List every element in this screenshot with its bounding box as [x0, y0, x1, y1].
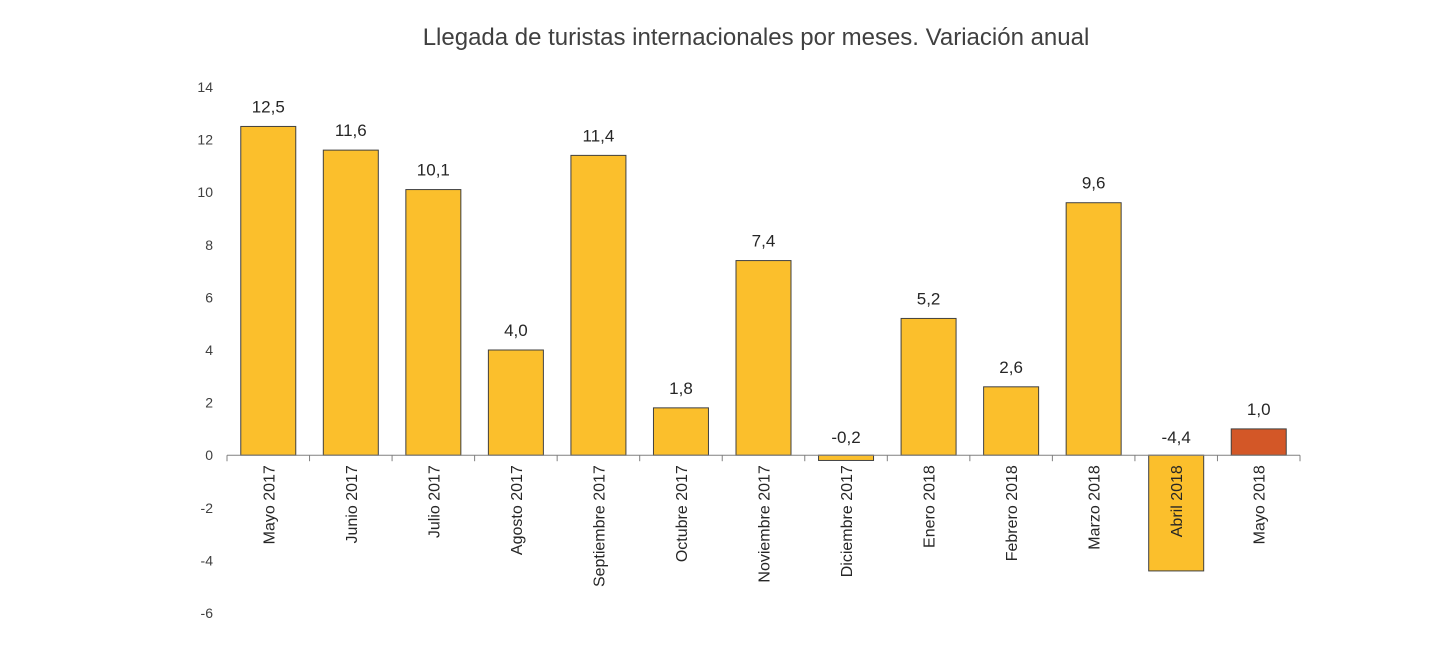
bar — [1230, 428, 1287, 456]
category-label: Diciembre 2017 — [839, 465, 856, 577]
category-label: Julio 2017 — [426, 465, 443, 538]
category-label: Octubre 2017 — [674, 465, 691, 562]
data-label: 7,4 — [752, 232, 776, 251]
y-tick-label: 4 — [205, 342, 213, 358]
y-tick-label: 0 — [205, 447, 213, 463]
bar — [900, 317, 957, 456]
y-tick-label: 2 — [205, 395, 213, 411]
bars — [240, 125, 1287, 572]
y-tick-label: 6 — [205, 289, 213, 305]
category-label: Noviembre 2017 — [757, 465, 774, 583]
category-labels: Mayo 2017 Junio 2017 Julio 2017 Agosto 2017… — [261, 465, 1268, 587]
data-label: 2,6 — [999, 358, 1023, 377]
data-label: 10,1 — [417, 161, 450, 180]
x-axis-ticks — [226, 455, 1301, 462]
y-tick-label: 14 — [197, 79, 213, 95]
y-tick-label: 10 — [197, 184, 213, 200]
data-label: -0,2 — [831, 428, 860, 447]
bar — [240, 125, 297, 456]
data-label: -4,4 — [1162, 428, 1191, 447]
category-label: Marzo 2018 — [1087, 465, 1104, 550]
data-label: 11,4 — [583, 126, 615, 145]
y-tick-label: -6 — [201, 605, 214, 621]
category-label: Abril 2018 — [1169, 465, 1186, 537]
bar — [322, 149, 379, 456]
bar — [1065, 202, 1122, 456]
category-label: Enero 2018 — [922, 465, 939, 548]
data-label: 5,2 — [917, 289, 941, 308]
bar — [652, 407, 709, 456]
category-label: Junio 2017 — [344, 465, 361, 543]
data-label: 1,0 — [1247, 400, 1271, 419]
category-label: Agosto 2017 — [509, 465, 526, 555]
category-label: Septiembre 2017 — [591, 465, 608, 587]
bar — [735, 260, 792, 456]
data-label: 9,6 — [1082, 174, 1106, 193]
bar — [405, 189, 462, 456]
data-label: 1,8 — [669, 379, 693, 398]
y-axis-tick-labels: 14 12 10 8 6 4 2 0 -2 -4 -6 — [197, 79, 213, 621]
category-label: Mayo 2018 — [1252, 465, 1269, 544]
data-labels: 12,5 11,6 10,1 4,0 11,4 1,8 7,4 -0,2 5,2 2,6 9,6 -4… — [252, 97, 1271, 447]
bar — [487, 349, 544, 456]
bar — [1148, 454, 1205, 572]
category-label: Mayo 2017 — [261, 465, 278, 544]
y-tick-label: 8 — [205, 237, 213, 253]
y-tick-label: -2 — [201, 500, 214, 516]
bar — [570, 154, 627, 456]
chart-title: Llegada de turistas internacionales por … — [422, 24, 1090, 51]
bar — [983, 386, 1040, 456]
data-label: 12,5 — [252, 97, 285, 116]
data-label: 11,6 — [335, 121, 367, 140]
bar — [818, 454, 875, 461]
y-tick-label: 12 — [197, 132, 213, 148]
data-label: 4,0 — [504, 321, 528, 340]
category-label: Febrero 2018 — [1004, 465, 1021, 561]
y-tick-label: -4 — [201, 552, 214, 568]
